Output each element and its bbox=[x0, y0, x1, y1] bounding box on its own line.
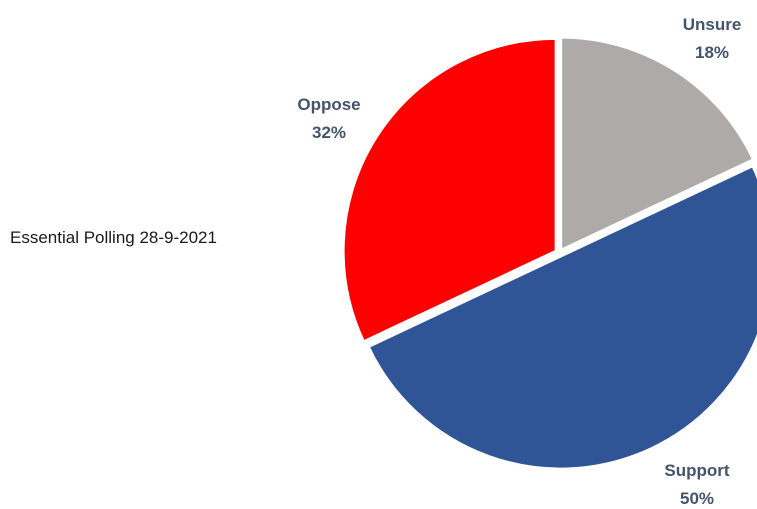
chart-title: Essential Polling 28-9-2021 bbox=[10, 228, 217, 247]
slice-label-unsure: Unsure bbox=[683, 15, 742, 34]
pie-slice-unsure bbox=[560, 36, 755, 252]
slice-label-support: Support bbox=[664, 461, 729, 480]
pie-slices bbox=[342, 36, 757, 470]
pie-labels: Unsure 18% Support 50% Oppose 32% bbox=[297, 15, 741, 508]
slice-value-oppose: 32% bbox=[312, 123, 346, 142]
slice-value-unsure: 18% bbox=[695, 43, 729, 62]
pie-slice-oppose bbox=[342, 37, 557, 343]
pie-slice-support bbox=[367, 165, 757, 470]
slice-value-support: 50% bbox=[680, 489, 714, 508]
slice-label-oppose: Oppose bbox=[297, 95, 360, 114]
